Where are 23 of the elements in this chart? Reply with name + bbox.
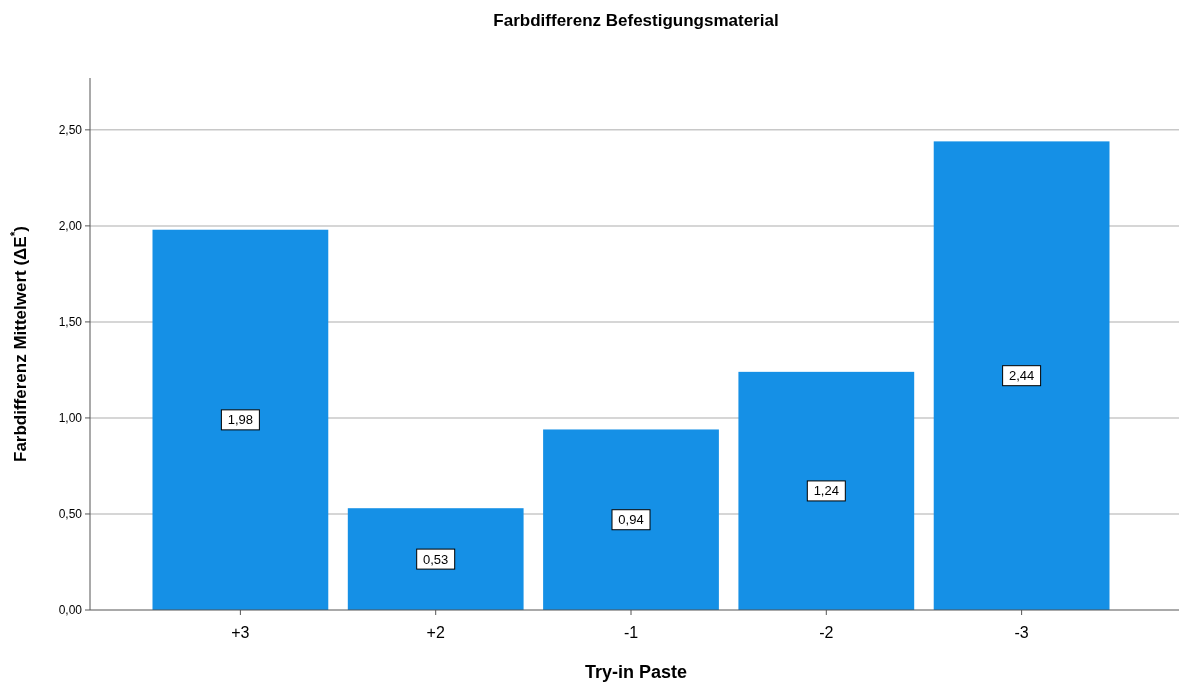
bar (738, 371, 915, 610)
data-label: 2,44 (1008, 368, 1035, 384)
data-label: 0,94 (618, 512, 644, 528)
y-tick-label: 0,50 (58, 507, 83, 522)
y-tick-label: 1,50 (58, 315, 83, 330)
x-tick-label: +2 (426, 624, 445, 641)
y-tick-label: 2,50 (58, 123, 83, 138)
y-tick-label: 1,00 (58, 411, 83, 426)
data-label: 0,53 (423, 551, 449, 567)
bar (152, 229, 329, 610)
x-tick-label: -1 (623, 624, 639, 641)
x-tick-label: +3 (231, 624, 250, 641)
y-tick-label: 0,00 (58, 603, 83, 618)
x-tick-label: -3 (1014, 624, 1029, 641)
data-label: 1,98 (227, 412, 254, 428)
chart-title: Farbdifferenz Befestigungsmaterial (493, 11, 779, 30)
x-axis-title: Try-in Paste (584, 662, 688, 682)
y-tick-label: 2,00 (58, 219, 83, 234)
bar (347, 508, 524, 610)
x-tick-label: -2 (819, 624, 834, 641)
data-label: 1,24 (813, 483, 839, 499)
bar (543, 429, 719, 610)
bar (933, 141, 1110, 610)
